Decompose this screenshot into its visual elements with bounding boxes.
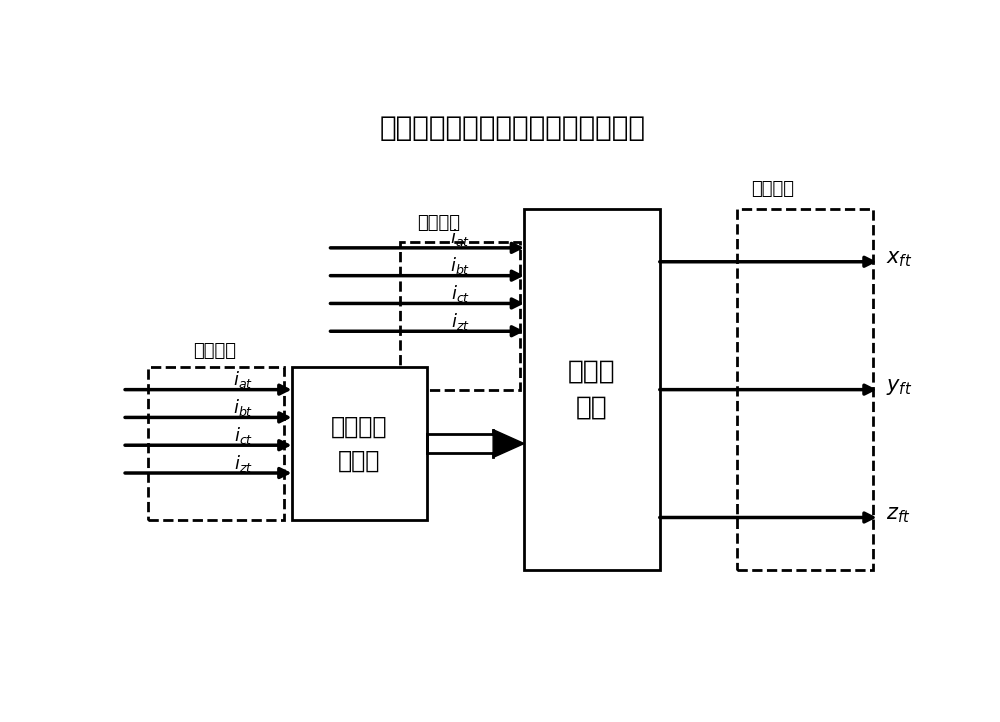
Text: $y_{ft}$: $y_{ft}$ — [886, 377, 912, 397]
Text: $i_{zt}$: $i_{zt}$ — [451, 310, 470, 331]
Text: 粒子群优
化算法: 粒子群优 化算法 — [331, 415, 388, 473]
Text: $z_{ft}$: $z_{ft}$ — [886, 505, 910, 525]
Text: $i_{at}$: $i_{at}$ — [233, 369, 253, 390]
Text: 采样输入: 采样输入 — [193, 342, 236, 360]
Bar — [737, 209, 873, 570]
Polygon shape — [493, 430, 524, 458]
Text: 混合核函数支持向量机位移预测模型: 混合核函数支持向量机位移预测模型 — [380, 114, 646, 142]
Text: 采样输入: 采样输入 — [417, 214, 460, 232]
Text: 预测输出: 预测输出 — [751, 180, 794, 199]
Text: $i_{bt}$: $i_{bt}$ — [233, 397, 253, 418]
Text: $i_{at}$: $i_{at}$ — [450, 227, 470, 248]
Bar — [400, 243, 520, 390]
Bar — [148, 367, 284, 521]
Text: $i_{bt}$: $i_{bt}$ — [450, 255, 470, 276]
Text: $x_{ft}$: $x_{ft}$ — [886, 249, 912, 269]
Text: 支持向
量机: 支持向 量机 — [568, 359, 616, 421]
Bar — [292, 367, 427, 521]
Bar — [524, 209, 660, 570]
Text: $i_{ct}$: $i_{ct}$ — [451, 283, 470, 304]
Text: $i_{zt}$: $i_{zt}$ — [234, 453, 253, 474]
Text: $i_{ct}$: $i_{ct}$ — [234, 425, 253, 445]
